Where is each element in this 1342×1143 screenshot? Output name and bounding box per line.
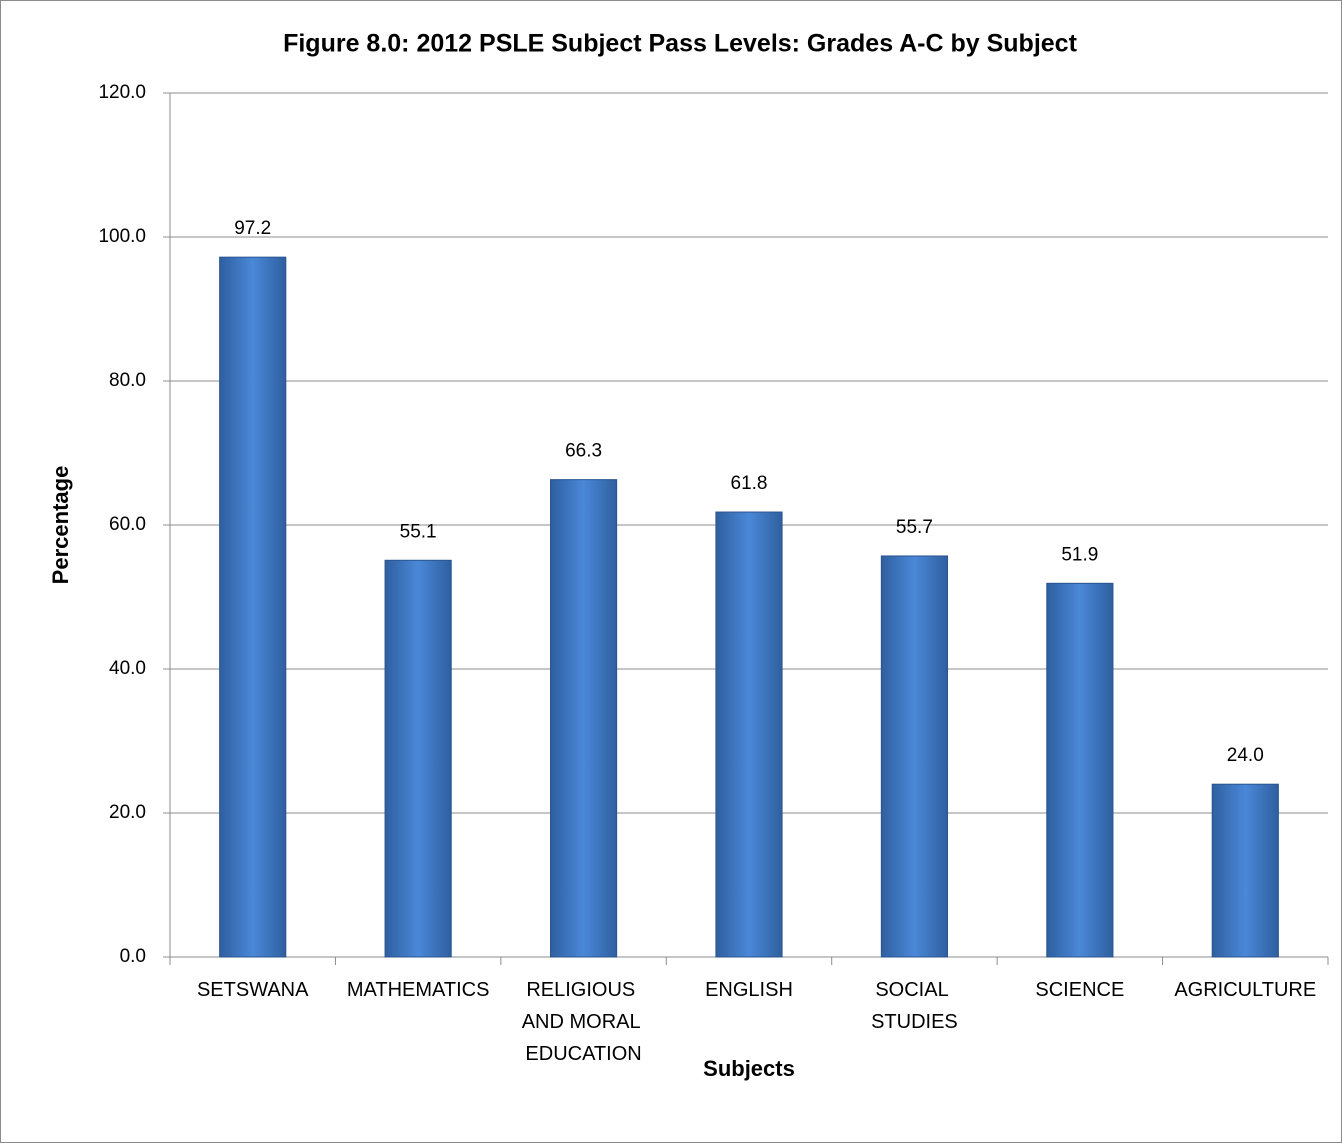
x-tick-label: AGRICULTURE (1174, 979, 1316, 1001)
bar (384, 559, 452, 958)
x-tick-label: RELIGIOUS AND MORAL EDUCATION (522, 979, 646, 1065)
y-axis-title: Percentage (48, 466, 73, 585)
bar (1211, 783, 1279, 958)
data-label: 24.0 (1227, 745, 1264, 766)
x-tick-label: SETSWANA (197, 979, 309, 1001)
y-tick-label: 100.0 (98, 226, 146, 247)
x-tick-label: SCIENCE (1035, 979, 1124, 1001)
y-tick-label: 40.0 (109, 658, 146, 679)
chart-title: Figure 8.0: 2012 PSLE Subject Pass Level… (283, 30, 1077, 58)
x-axis-title: Subjects (703, 1056, 795, 1081)
bar (1046, 582, 1114, 958)
bar (715, 511, 783, 958)
x-tick-label: MATHEMATICS (347, 979, 490, 1001)
y-tick-label: 20.0 (109, 802, 146, 823)
y-tick-label: 120.0 (98, 82, 146, 103)
bar (880, 555, 949, 958)
data-label: 55.1 (400, 521, 437, 542)
y-tick-label: 60.0 (109, 514, 146, 535)
y-tick-label: 80.0 (109, 370, 146, 391)
x-tick-label: SOCIAL STUDIES (871, 979, 958, 1033)
x-tick-label: ENGLISH (705, 979, 793, 1001)
data-label: 97.2 (234, 218, 271, 239)
data-label: 51.9 (1061, 544, 1098, 565)
data-label: 55.7 (896, 517, 933, 538)
y-tick-label: 0.0 (120, 946, 146, 967)
data-label: 61.8 (731, 473, 768, 494)
bar (549, 479, 618, 958)
data-label: 66.3 (565, 441, 602, 462)
bar (219, 256, 287, 958)
